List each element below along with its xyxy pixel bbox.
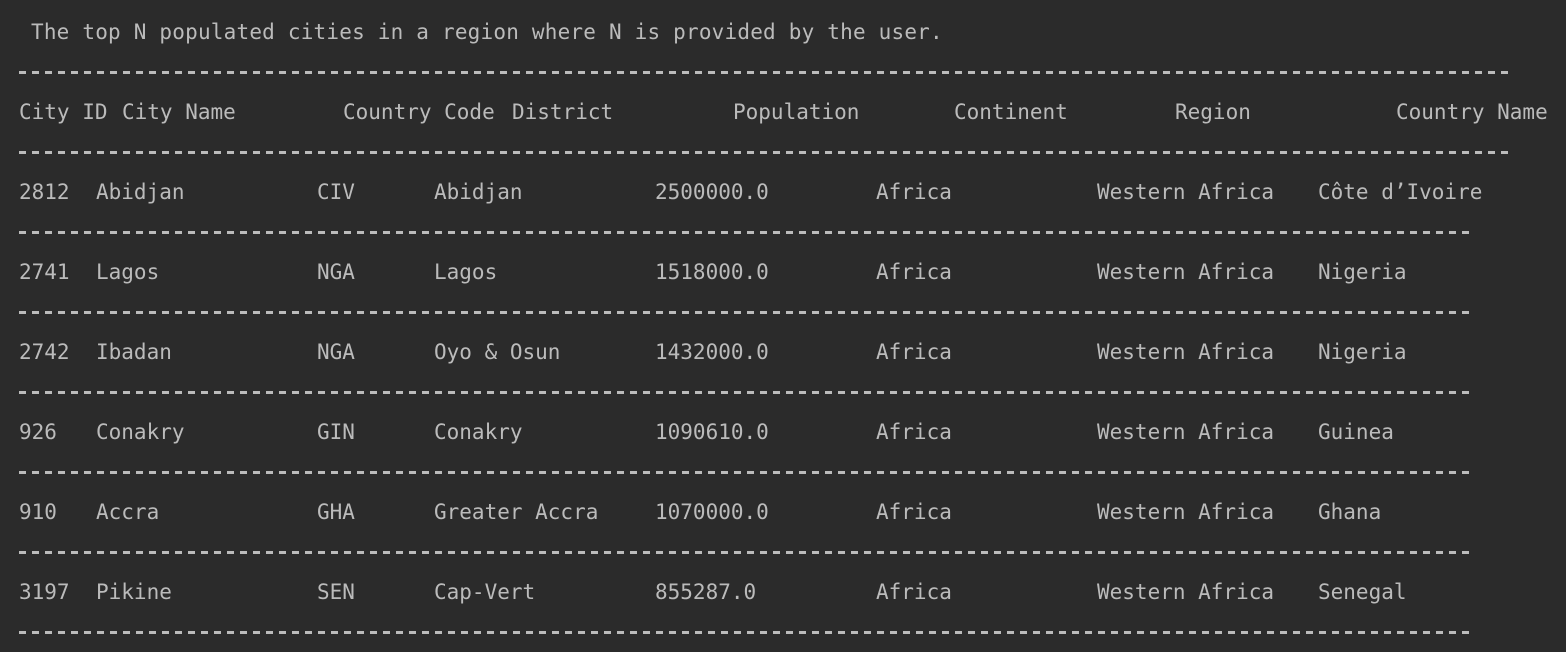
cell-city-name: Pikine: [96, 580, 172, 604]
cell-district: Oyo & Osun: [434, 340, 561, 364]
cell-city-name: Abidjan: [96, 180, 185, 204]
cell-city-id: 2742: [19, 340, 70, 364]
cell-continent: Africa: [876, 180, 952, 204]
header-population: Population: [733, 100, 860, 124]
cell-city-name: Lagos: [96, 260, 160, 284]
cell-population: 855287.0: [655, 580, 757, 604]
cell-population: 1518000.0: [655, 260, 769, 284]
cell-population: 1090610.0: [655, 420, 769, 444]
separator-line: [19, 231, 1473, 234]
cell-country-name: Senegal: [1318, 580, 1407, 604]
cell-continent: Africa: [876, 340, 952, 364]
cell-country-name: Guinea: [1318, 420, 1394, 444]
cell-city-id: 3197: [19, 580, 70, 604]
cell-country-code: NGA: [317, 260, 355, 284]
header-country-code: Country Code: [343, 100, 495, 124]
separator-line: [19, 71, 1512, 74]
cell-country-name: Ghana: [1318, 500, 1382, 524]
cell-city-id: 910: [19, 500, 57, 524]
header-country-name: Country Name: [1396, 100, 1548, 124]
separator-line: [19, 311, 1473, 314]
cell-region: Western Africa: [1097, 580, 1275, 604]
cell-district: Conakry: [434, 420, 523, 444]
header-city-name: City Name: [122, 100, 236, 124]
separator-line: [19, 471, 1473, 474]
cell-country-name: Nigeria: [1318, 260, 1407, 284]
cell-region: Western Africa: [1097, 500, 1275, 524]
cell-city-id: 926: [19, 420, 57, 444]
cell-continent: Africa: [876, 580, 952, 604]
separator-line: [19, 551, 1473, 554]
cell-region: Western Africa: [1097, 340, 1275, 364]
header-city-id: City ID: [19, 100, 108, 124]
cell-country-code: GHA: [317, 500, 355, 524]
cell-city-name: Ibadan: [96, 340, 172, 364]
cell-region: Western Africa: [1097, 180, 1275, 204]
header-continent: Continent: [954, 100, 1068, 124]
separator-line: [19, 151, 1512, 154]
separator-line: [19, 631, 1473, 634]
cell-population: 1070000.0: [655, 500, 769, 524]
cell-country-code: CIV: [317, 180, 355, 204]
cell-country-code: NGA: [317, 340, 355, 364]
cell-population: 2500000.0: [655, 180, 769, 204]
cell-city-name: Accra: [96, 500, 160, 524]
cell-region: Western Africa: [1097, 260, 1275, 284]
cell-district: Greater Accra: [434, 500, 599, 524]
cell-country-code: SEN: [317, 580, 355, 604]
cell-continent: Africa: [876, 260, 952, 284]
cell-district: Cap-Vert: [434, 580, 536, 604]
cell-country-name: Nigeria: [1318, 340, 1407, 364]
cell-region: Western Africa: [1097, 420, 1275, 444]
cell-population: 1432000.0: [655, 340, 769, 364]
header-district: District: [512, 100, 614, 124]
cell-country-code: GIN: [317, 420, 355, 444]
cell-district: Lagos: [434, 260, 498, 284]
cell-city-name: Conakry: [96, 420, 185, 444]
cell-continent: Africa: [876, 500, 952, 524]
cell-city-id: 2741: [19, 260, 70, 284]
cell-city-id: 2812: [19, 180, 70, 204]
cell-district: Abidjan: [434, 180, 523, 204]
cell-country-name: Côte d’Ivoire: [1318, 180, 1483, 204]
cell-continent: Africa: [876, 420, 952, 444]
console-title: The top N populated cities in a region w…: [31, 20, 943, 44]
separator-line: [19, 391, 1473, 394]
header-region: Region: [1175, 100, 1251, 124]
